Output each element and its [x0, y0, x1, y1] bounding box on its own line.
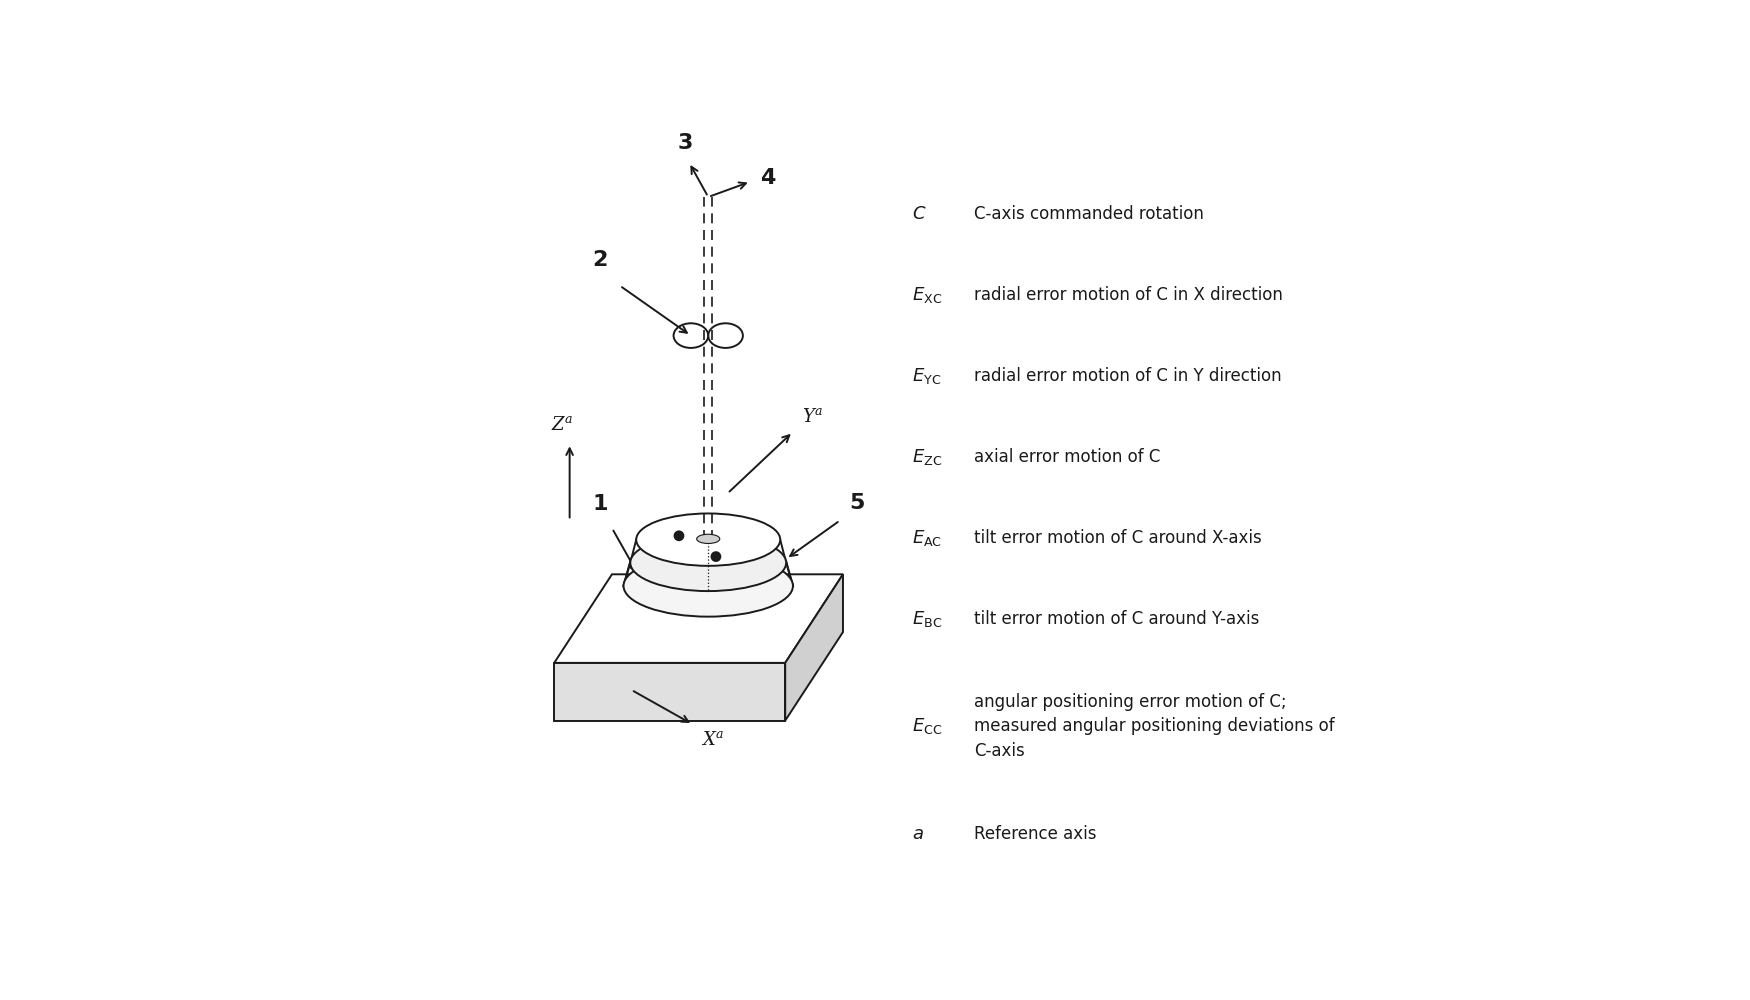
Text: tilt error motion of C around Y-axis: tilt error motion of C around Y-axis	[973, 610, 1260, 628]
Text: 2: 2	[593, 250, 607, 270]
Polygon shape	[555, 663, 786, 721]
Circle shape	[674, 530, 684, 541]
Text: $E_{\mathrm{C}\mathrm{C}}$: $E_{\mathrm{C}\mathrm{C}}$	[912, 716, 943, 736]
Text: X$^\mathregular{a}$: X$^\mathregular{a}$	[700, 731, 723, 749]
Text: 1: 1	[593, 494, 609, 514]
Text: 4: 4	[760, 168, 775, 188]
Ellipse shape	[637, 513, 780, 566]
Text: $E_{\mathrm{A}\mathrm{C}}$: $E_{\mathrm{A}\mathrm{C}}$	[912, 528, 943, 548]
Ellipse shape	[630, 534, 786, 591]
Ellipse shape	[696, 534, 719, 543]
Ellipse shape	[623, 555, 793, 617]
Text: $E_{\mathrm{Z}\mathrm{C}}$: $E_{\mathrm{Z}\mathrm{C}}$	[912, 447, 943, 467]
Text: Z$^\mathregular{a}$: Z$^\mathregular{a}$	[551, 416, 572, 434]
Text: $E_{\mathrm{X}\mathrm{C}}$: $E_{\mathrm{X}\mathrm{C}}$	[912, 285, 943, 305]
Text: Reference axis: Reference axis	[973, 825, 1096, 843]
Text: 5: 5	[849, 493, 864, 513]
Text: $a$: $a$	[912, 825, 924, 843]
Text: angular positioning error motion of C;
measured angular positioning deviations o: angular positioning error motion of C; m…	[973, 693, 1335, 760]
Text: $E_{\mathrm{Y}\mathrm{C}}$: $E_{\mathrm{Y}\mathrm{C}}$	[912, 366, 942, 386]
Text: C-axis commanded rotation: C-axis commanded rotation	[973, 205, 1204, 223]
Text: radial error motion of C in X direction: radial error motion of C in X direction	[973, 286, 1283, 304]
Text: axial error motion of C: axial error motion of C	[973, 448, 1160, 466]
Text: 3: 3	[677, 133, 693, 153]
Text: Y$^\mathregular{a}$: Y$^\mathregular{a}$	[802, 408, 822, 426]
Polygon shape	[786, 574, 844, 721]
Polygon shape	[555, 574, 844, 663]
Circle shape	[710, 551, 721, 562]
Text: $C$: $C$	[912, 205, 928, 223]
Text: tilt error motion of C around X-axis: tilt error motion of C around X-axis	[973, 529, 1262, 547]
Text: $E_{\mathrm{B}\mathrm{C}}$: $E_{\mathrm{B}\mathrm{C}}$	[912, 609, 943, 629]
Text: radial error motion of C in Y direction: radial error motion of C in Y direction	[973, 367, 1281, 385]
